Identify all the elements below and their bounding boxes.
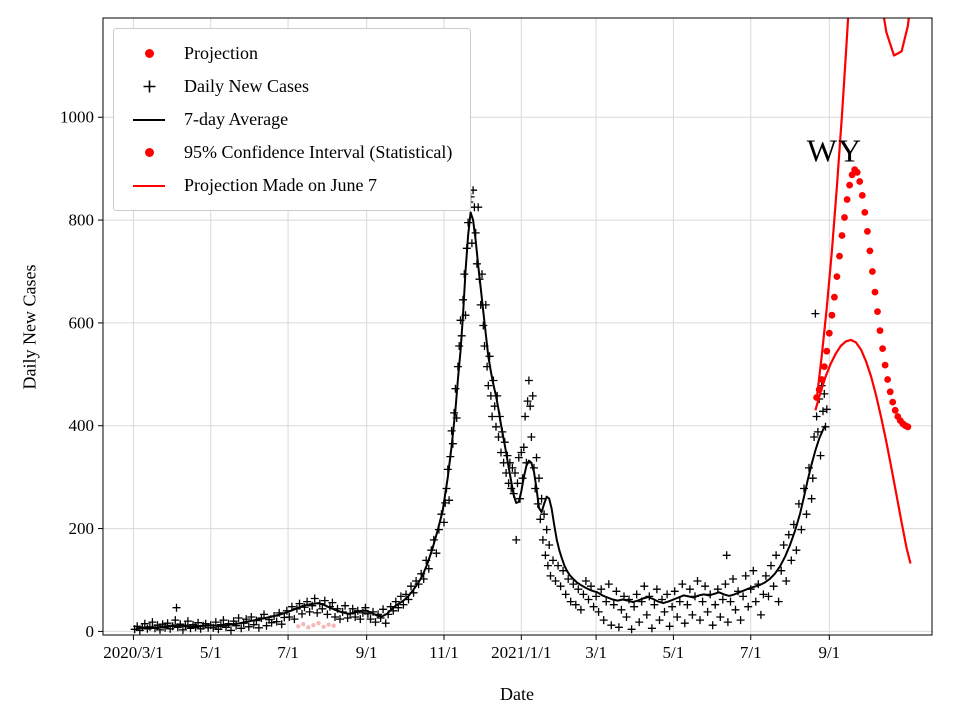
legend-label: 7-day Average (184, 109, 289, 129)
x-tick-label: 9/1 (818, 643, 840, 662)
legend-item-daily-cases: Daily New Cases (126, 70, 452, 103)
x-tick-label: 9/1 (356, 643, 378, 662)
x-tick-label: 3/1 (585, 643, 607, 662)
y-tick-label: 1000 (60, 108, 94, 127)
seven-day-average-line (135, 211, 827, 630)
legend: Projection Daily New Cases 7-day Average… (113, 28, 472, 211)
x-axis-label: Date (500, 684, 534, 704)
x-tick-label: 2020/3/1 (103, 643, 163, 662)
x-tick-label: 2021/1/1 (491, 643, 551, 662)
y-tick-label: 600 (69, 313, 95, 332)
projection-upper-line-rise (815, 18, 850, 401)
y-tick-label: 0 (86, 622, 95, 641)
legend-label: Projection Made on June 7 (184, 175, 377, 195)
projection-upper-line-right (882, 18, 910, 57)
legend-item-projection: Projection (126, 37, 452, 70)
x-tick-label: 5/1 (200, 643, 222, 662)
daily-cases-markers (130, 186, 831, 635)
average-line-icon (126, 118, 172, 121)
y-axis-label: Daily New Cases (19, 264, 40, 390)
y-tick-label: 200 (69, 519, 95, 538)
y-tick-label: 400 (69, 416, 95, 435)
x-tick-label: 11/1 (429, 643, 459, 662)
state-annotation: WY (806, 132, 863, 169)
x-tick-label: 7/1 (740, 643, 762, 662)
legend-item-projection-line: Projection Made on June 7 (126, 169, 452, 202)
early-confidence-dots (296, 621, 336, 630)
legend-label: Projection (184, 43, 258, 63)
plus-marker-icon (126, 79, 172, 94)
x-tick-label: 7/1 (277, 643, 299, 662)
projection-dot-icon (126, 49, 172, 58)
legend-item-average: 7-day Average (126, 103, 452, 136)
legend-label: Daily New Cases (184, 76, 309, 96)
confidence-dot-icon (126, 148, 172, 157)
projection-line (814, 338, 912, 564)
legend-label: 95% Confidence Interval (Statistical) (184, 142, 453, 162)
y-tick-label: 800 (69, 211, 95, 230)
x-tick-label: 5/1 (663, 643, 685, 662)
plot-border (102, 17, 933, 636)
projection-line-icon (126, 184, 172, 187)
legend-item-confidence-interval: 95% Confidence Interval (Statistical) (126, 136, 452, 169)
